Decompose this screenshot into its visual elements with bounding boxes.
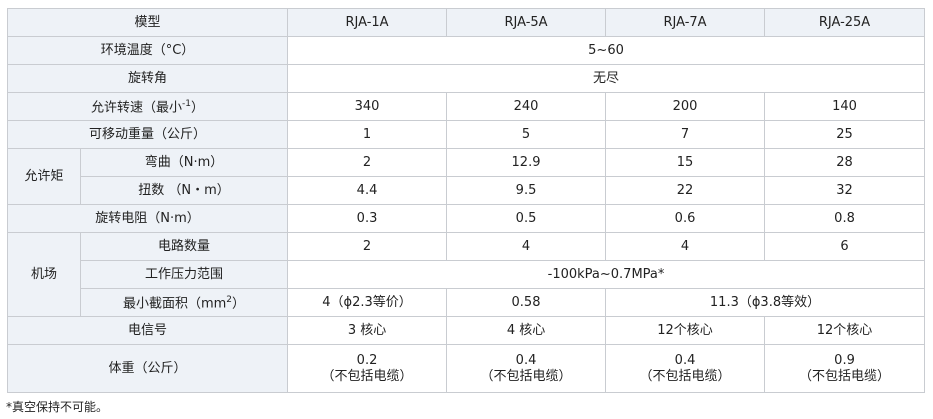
cell: 0.3 [287, 204, 448, 233]
row-label: 允许转速（最小-1） [6, 92, 289, 121]
cell: 9.5 [446, 176, 607, 205]
cell: 240 [446, 92, 607, 121]
label-text: 最小截面积（mm [122, 296, 227, 312]
label-sup: -1 [182, 99, 191, 110]
cell: 0.58 [446, 288, 607, 317]
cell: 22 [605, 176, 766, 205]
cell: 0.8 [764, 204, 926, 233]
cell: 11.3（ϕ3.8等效） [605, 288, 926, 317]
weight-note: （不包括电缆） [639, 368, 731, 384]
table-row: 可移动重量（公斤） 1 5 7 25 [6, 120, 926, 149]
group-label: 允许矩 [7, 148, 81, 205]
cell: 12.9 [446, 148, 607, 177]
label-end: ） [191, 100, 205, 116]
table-row: 机场 电路数量 2 4 4 6 [7, 232, 926, 317]
cell: 4（ϕ2.3等价） [287, 288, 448, 317]
model-header: RJA-5A [446, 8, 607, 37]
weight-note: （不包括电缆） [799, 368, 891, 384]
cell: 4.4 [287, 176, 448, 205]
table-row: 扭数 （N・m） 4.4 9.5 22 32 [8, 176, 926, 205]
row-label: 工作压力范围 [79, 260, 289, 289]
cell: 0.2 （不包括电缆） [287, 344, 448, 393]
label-end: ） [232, 296, 246, 312]
model-header: RJA-25A [764, 8, 926, 37]
cell: 6 [764, 232, 926, 261]
weight-value: 0.4 [674, 352, 696, 368]
cell: 5~60 [287, 36, 926, 65]
table-row: 允许矩 弯曲（N·m） 2 12.9 15 28 [7, 148, 926, 205]
row-label: 旋转角 [6, 64, 289, 93]
footnote: *真空保持不可能。 [6, 400, 109, 414]
cell: 2 [287, 148, 448, 177]
weight-value: 0.2 [356, 352, 378, 368]
table-row: 旋转角 无尽 [6, 64, 926, 93]
cell: 4 [605, 232, 766, 261]
row-label: 最小截面积（mm2） [79, 288, 289, 317]
cell: 7 [605, 120, 766, 149]
cell: 28 [764, 148, 926, 177]
model-header: RJA-1A [287, 8, 448, 37]
cell: 15 [605, 148, 766, 177]
table-row: 允许转速（最小-1） 340 240 200 140 [6, 92, 926, 121]
cell: 5 [446, 120, 607, 149]
row-label: 环境温度（°C） [6, 36, 289, 65]
weight-note: （不包括电缆） [480, 368, 572, 384]
cell: 2 [287, 232, 448, 261]
cell: 140 [764, 92, 926, 121]
cell: 0.5 [446, 204, 607, 233]
cell: 4 [446, 232, 607, 261]
cell: 3 核心 [287, 316, 448, 345]
cell: 12个核心 [605, 316, 766, 345]
label-sup: 2 [226, 295, 233, 306]
weight-value: 0.4 [515, 352, 537, 368]
spec-table: 模型 RJA-1A RJA-5A RJA-7A RJA-25A 环境温度（°C）… [6, 8, 926, 393]
cell: 4 核心 [446, 316, 607, 345]
cell: 340 [287, 92, 448, 121]
table-row: 体重（公斤） 0.2 （不包括电缆） 0.4 （不包括电缆） 0.4 （不包括电缆） … [6, 344, 926, 393]
cell: 0.9 （不包括电缆） [764, 344, 926, 393]
table-row: 旋转电阻（N·m） 0.3 0.5 0.6 0.8 [6, 204, 926, 233]
row-label: 电信号 [6, 316, 289, 345]
cell: 200 [605, 92, 766, 121]
table-row: 电信号 3 核心 4 核心 12个核心 12个核心 [6, 316, 926, 345]
model-header: RJA-7A [605, 8, 766, 37]
row-label: 可移动重量（公斤） [6, 120, 289, 149]
cell: 0.4 （不包括电缆） [605, 344, 766, 393]
header-label: 模型 [6, 8, 289, 37]
cell: 25 [764, 120, 926, 149]
cell: 1 [287, 120, 448, 149]
cell: 32 [764, 176, 926, 205]
row-label: 体重（公斤） [6, 344, 289, 393]
row-label: 弯曲（N·m） [79, 148, 289, 177]
row-label: 扭数 （N・m） [79, 176, 289, 205]
table-row: 环境温度（°C） 5~60 [6, 36, 926, 65]
table-row: 工作压力范围 -100kPa~0.7MPa* [8, 260, 926, 289]
label-text: 允许转速（最小 [91, 100, 183, 116]
header-row: 模型 RJA-1A RJA-5A RJA-7A RJA-25A [6, 8, 926, 37]
cell: 无尽 [287, 64, 926, 93]
cell: 0.6 [605, 204, 766, 233]
group-label: 机场 [7, 232, 81, 317]
weight-value: 0.9 [834, 352, 855, 368]
weight-note: （不包括电缆） [321, 368, 413, 384]
row-label: 电路数量 [79, 232, 289, 261]
cell: 12个核心 [764, 316, 926, 345]
cell: 0.4 （不包括电缆） [446, 344, 607, 393]
cell: -100kPa~0.7MPa* [287, 260, 926, 289]
row-label: 旋转电阻（N·m） [6, 204, 289, 233]
table-row: 最小截面积（mm2） 4（ϕ2.3等价） 0.58 11.3（ϕ3.8等效） [8, 288, 926, 317]
